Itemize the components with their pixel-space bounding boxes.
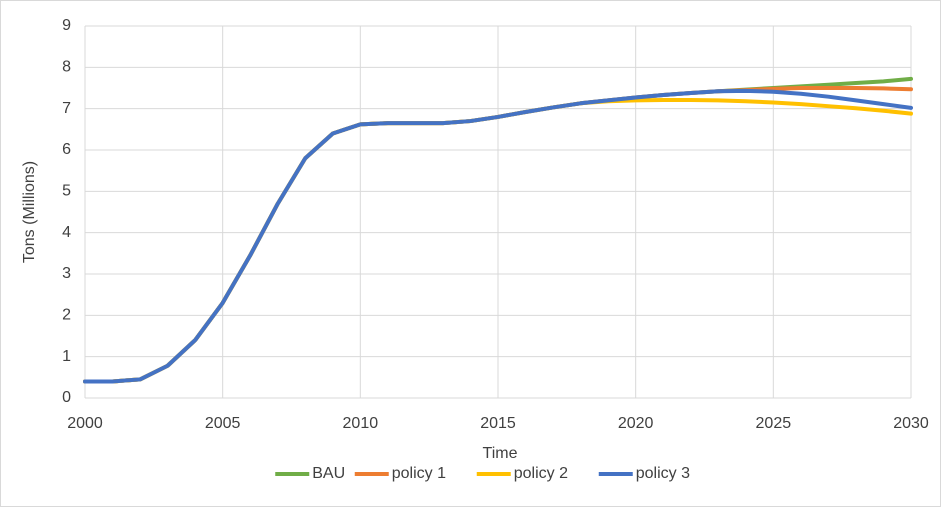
y-axis-label: Tons (Millions) — [21, 161, 38, 263]
y-tick-label: 9 — [62, 17, 71, 34]
y-tick-label: 4 — [62, 224, 71, 241]
x-tick-label: 2025 — [756, 415, 792, 432]
legend-label: BAU — [312, 465, 345, 482]
legend-label: policy 2 — [514, 465, 568, 482]
x-tick-label: 2005 — [205, 415, 241, 432]
x-tick-label: 2000 — [67, 415, 103, 432]
x-tick-label: 2010 — [343, 415, 379, 432]
legend-label: policy 1 — [392, 465, 446, 482]
y-tick-label: 8 — [62, 59, 71, 76]
y-tick-label: 2 — [62, 307, 71, 324]
x-axis-label: Time — [483, 445, 518, 462]
y-tick-label: 5 — [62, 183, 71, 200]
series-line — [83, 88, 913, 384]
x-tick-label: 2030 — [893, 415, 929, 432]
y-tick-label: 7 — [62, 100, 71, 117]
y-tick-label: 1 — [62, 348, 71, 365]
legend-label: policy 3 — [636, 465, 690, 482]
y-tick-label: 0 — [62, 389, 71, 406]
x-tick-label: 2015 — [480, 415, 516, 432]
x-tick-label: 2020 — [618, 415, 654, 432]
y-tick-label: 6 — [62, 141, 71, 158]
y-tick-label: 3 — [62, 265, 71, 282]
